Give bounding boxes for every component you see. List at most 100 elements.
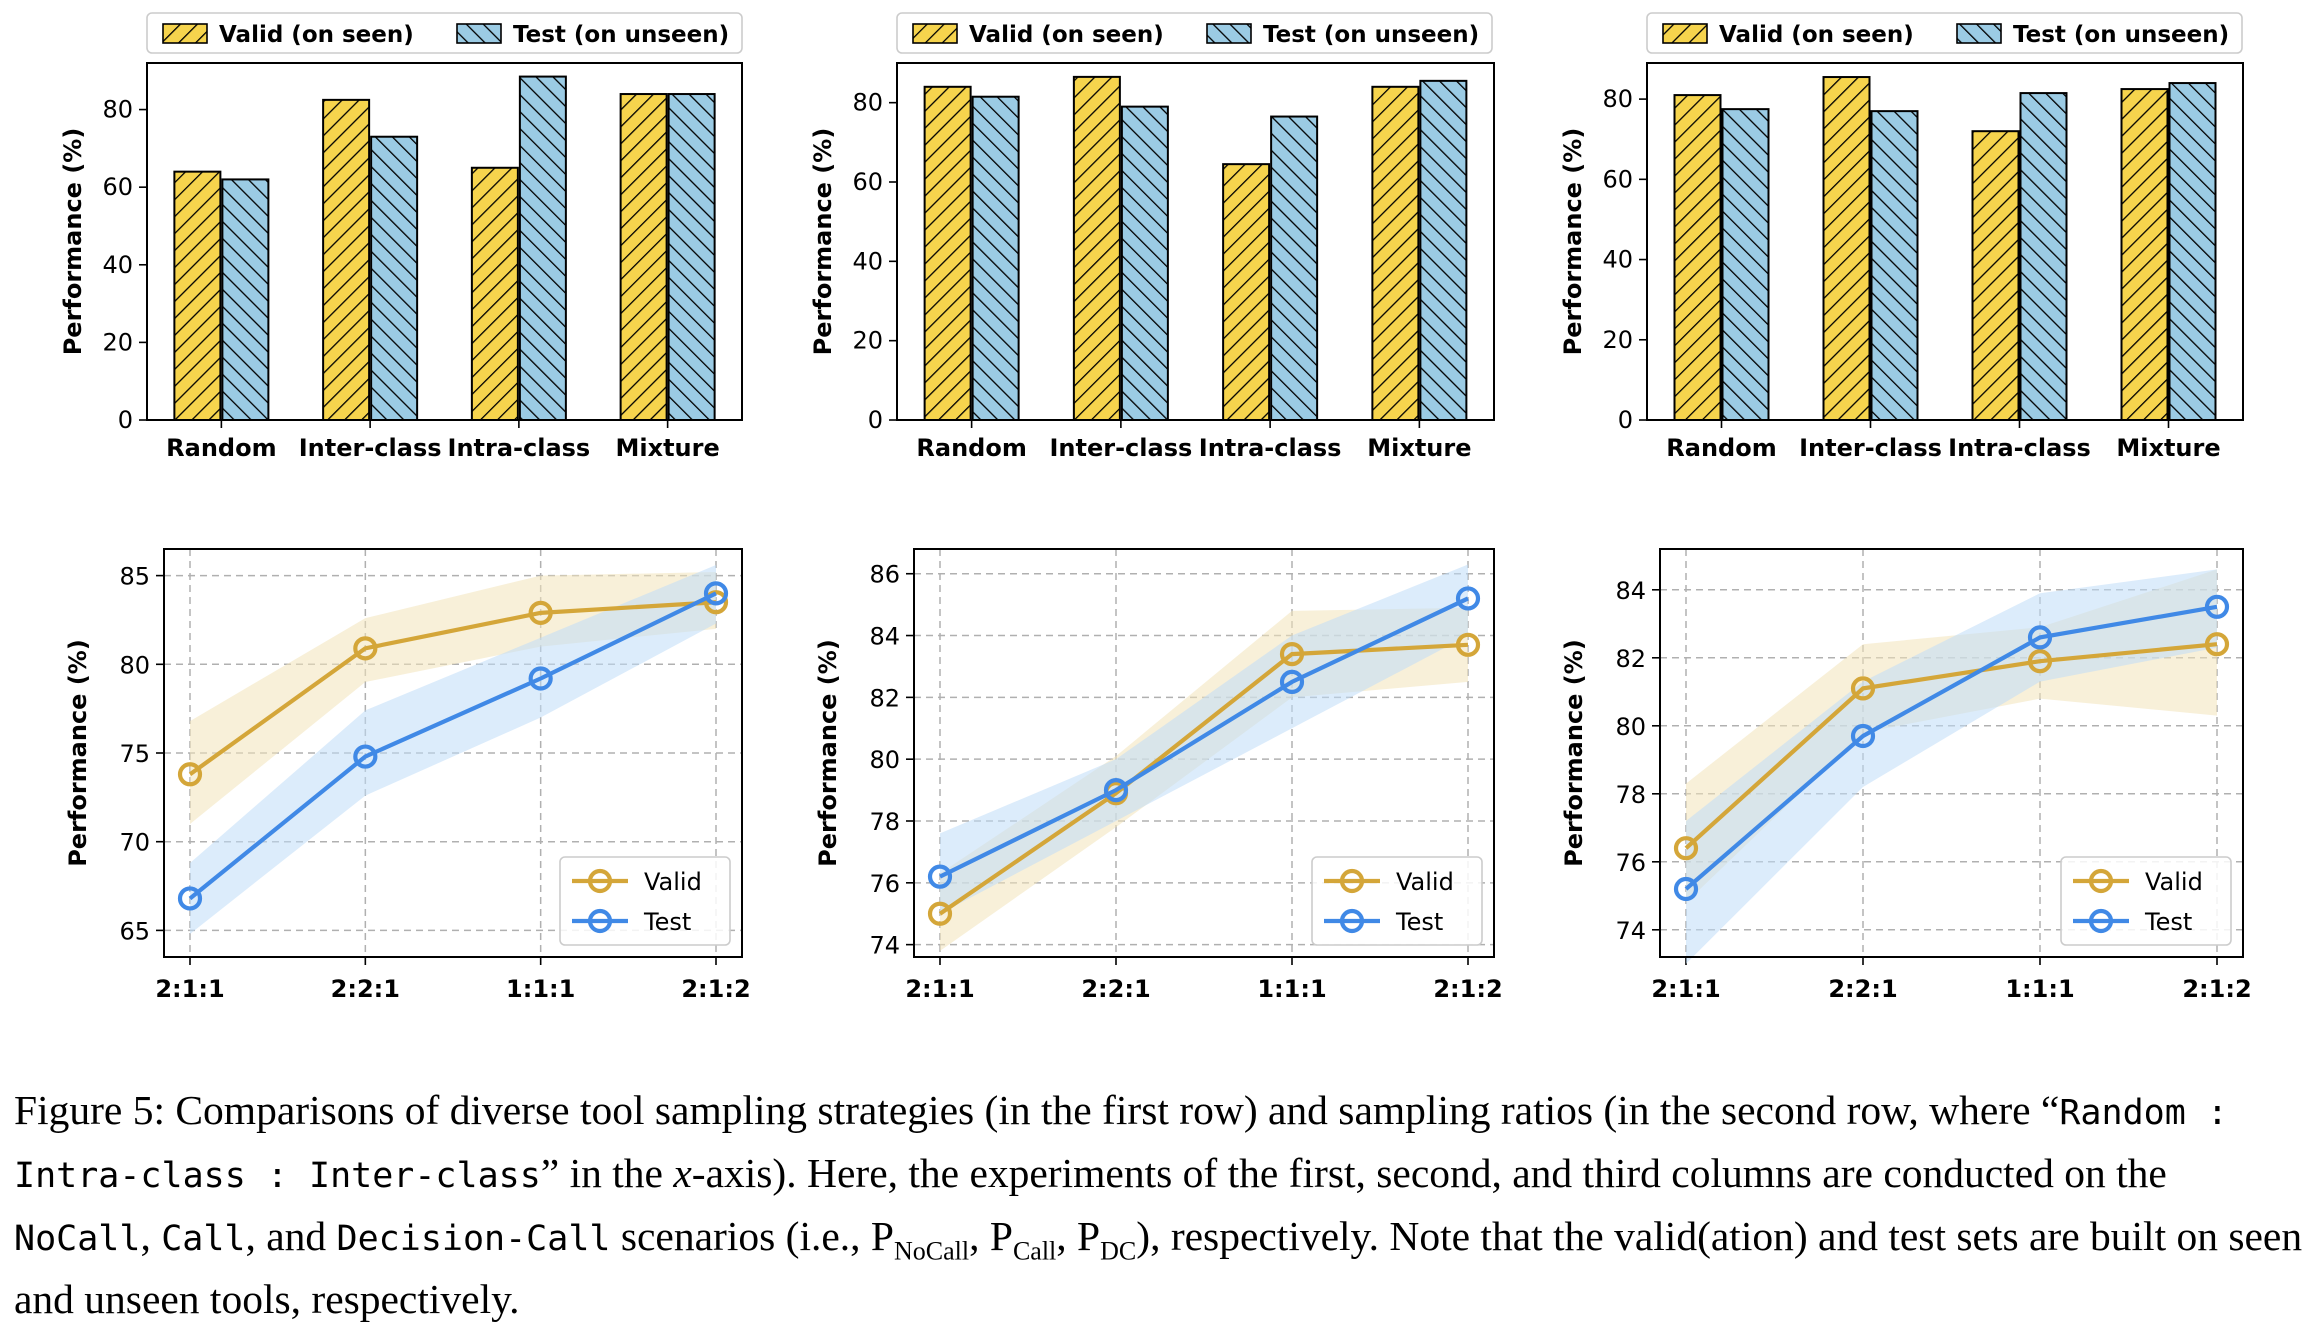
test-legend-swatch bbox=[456, 23, 502, 44]
y-tick-label: 65 bbox=[119, 917, 150, 945]
caption-x-variable: x bbox=[673, 1150, 692, 1196]
test-bar-random bbox=[1721, 108, 1770, 421]
test-series-line bbox=[939, 596, 1469, 879]
valid-bar-intra-class bbox=[470, 166, 519, 421]
test-legend-label: Test bbox=[1395, 908, 1443, 936]
valid-point bbox=[927, 901, 953, 926]
valid-bar-mixture bbox=[2120, 88, 2169, 422]
x-tick-label: 2:1:1 bbox=[1651, 975, 1720, 1003]
y-tick-label: 84 bbox=[869, 623, 900, 651]
plot-frame bbox=[163, 548, 743, 958]
bar-chart-1: 0 20 40 60 80 Random Inter-class Intra-class Mix… bbox=[59, 12, 743, 462]
y-tick-label: 80 bbox=[852, 89, 883, 117]
y-tick-label: 86 bbox=[869, 561, 900, 589]
y-tick-label: 82 bbox=[1615, 645, 1646, 673]
bar-chart-2: 0 20 40 60 80 Random Inter-class Intra-class Mix… bbox=[809, 12, 1495, 462]
test-bar-intra-class bbox=[518, 75, 567, 422]
caption-sub-call: Call bbox=[1012, 1236, 1057, 1266]
legend-box bbox=[896, 12, 1493, 54]
y-tick-label: 0 bbox=[118, 406, 133, 434]
y-tick-label: 40 bbox=[1602, 246, 1633, 274]
y-tick-label: 80 bbox=[869, 746, 900, 774]
test-legend-label: Test bbox=[643, 908, 691, 936]
caption-text-8: , P bbox=[1056, 1213, 1101, 1259]
y-tick-label: 70 bbox=[119, 829, 150, 857]
valid-series-line bbox=[1684, 642, 2218, 850]
line-chart-3: 74 76 78 80 82 84 2:1:1 2:2:1 1:1:1 2:1:2 Performa… bbox=[1560, 548, 2252, 1003]
legend-box bbox=[146, 12, 743, 54]
test-point bbox=[177, 886, 203, 911]
caption-text-7: , P bbox=[969, 1213, 1013, 1259]
y-tick-label: 20 bbox=[102, 328, 133, 356]
test-point bbox=[353, 744, 378, 769]
test-series-line bbox=[188, 591, 717, 901]
caption-text-1: Figure 5: Comparisons of diverse tool sa… bbox=[14, 1087, 2060, 1133]
valid-point bbox=[528, 600, 553, 625]
legend: Valid (on seen) Test (on unseen) bbox=[896, 12, 1493, 54]
caption-ratio-code: Random : Intra-class : Inter-class bbox=[14, 1093, 2228, 1196]
y-tick-label: 40 bbox=[102, 251, 133, 279]
x-tick-label: Inter-class bbox=[299, 434, 442, 462]
valid-point bbox=[1850, 676, 1876, 701]
caption-sub-nocall: NoCall bbox=[893, 1236, 970, 1266]
valid-bar-inter-class bbox=[1072, 75, 1121, 421]
valid-bar-random bbox=[173, 170, 222, 421]
test-point bbox=[703, 581, 729, 606]
valid-legend-label: Valid bbox=[1396, 868, 1454, 896]
x-tick-label: 2:1:2 bbox=[681, 975, 750, 1003]
valid-point bbox=[1455, 632, 1481, 657]
x-tick-label: Intra-class bbox=[1948, 434, 2091, 462]
legend: Valid Test bbox=[2060, 856, 2232, 946]
valid-legend-swatch bbox=[1662, 23, 1708, 44]
caption-text-3: -axis). Here, the experiments of the fir… bbox=[691, 1150, 2167, 1196]
caption-nocall-code: NoCall bbox=[14, 1219, 141, 1259]
valid-legend-label: Valid (on seen) bbox=[219, 22, 414, 48]
caption-decision-call-code: Decision-Call bbox=[336, 1219, 611, 1259]
caption-sub-dc: DC bbox=[1100, 1236, 1137, 1266]
plot-frame bbox=[913, 548, 1495, 958]
x-tick-label: Random bbox=[166, 434, 276, 462]
legend: Valid (on seen) Test (on unseen) bbox=[146, 12, 743, 54]
x-tick-label: Mixture bbox=[1367, 434, 1471, 462]
test-point bbox=[528, 666, 553, 691]
y-tick-label: 80 bbox=[1615, 713, 1646, 741]
legend: Valid (on seen) Test (on unseen) bbox=[1646, 12, 2243, 54]
test-bar-inter-class bbox=[1870, 110, 1919, 422]
x-tick-label: Random bbox=[916, 434, 1026, 462]
test-bar-random bbox=[221, 178, 270, 421]
x-tick-label: 1:1:1 bbox=[506, 975, 575, 1003]
valid-legend-swatch bbox=[912, 23, 958, 44]
x-tick-label: Random bbox=[1666, 434, 1776, 462]
test-bar-intra-class bbox=[2019, 92, 2068, 422]
test-legend-marker bbox=[1339, 908, 1365, 934]
x-tick-label: 2:1:1 bbox=[155, 975, 224, 1003]
test-legend-label: Test (on unseen) bbox=[1263, 22, 1479, 48]
x-tick-label: 2:1:2 bbox=[2182, 975, 2251, 1003]
line-chart-2: 74 76 78 80 82 84 86 2:1:1 2:2:1 1:1:1 2:1:2 Perfor… bbox=[814, 548, 1503, 1003]
test-confidence-band bbox=[1686, 569, 2217, 964]
caption-call-code: Call bbox=[161, 1219, 246, 1259]
x-tick-label: Inter-class bbox=[1049, 434, 1192, 462]
y-tick-label: 74 bbox=[1615, 917, 1646, 945]
valid-point bbox=[703, 590, 729, 615]
legend-box bbox=[1646, 12, 2243, 54]
test-point bbox=[2027, 625, 2053, 650]
figure-caption: Figure 5: Comparisons of diverse tool sa… bbox=[14, 1080, 2304, 1329]
valid-bar-mixture bbox=[1371, 85, 1420, 422]
y-tick-label: 80 bbox=[102, 96, 133, 124]
plot-frame bbox=[1659, 548, 2244, 958]
test-point bbox=[1103, 777, 1129, 803]
test-legend-label: Test (on unseen) bbox=[513, 22, 729, 48]
y-tick-label: 80 bbox=[119, 651, 150, 679]
x-tick-label: Inter-class bbox=[1799, 434, 1942, 462]
valid-point bbox=[2027, 649, 2053, 674]
test-bar-mixture bbox=[667, 93, 716, 421]
caption-text-5: , and bbox=[245, 1213, 337, 1259]
valid-legend-label: Valid bbox=[2145, 868, 2203, 896]
x-tick-label: 2:2:1 bbox=[1828, 975, 1897, 1003]
test-series-line bbox=[1684, 604, 2218, 891]
test-point bbox=[1455, 586, 1481, 611]
test-legend-label: Test (on unseen) bbox=[2013, 22, 2229, 48]
valid-legend-label: Valid bbox=[644, 868, 702, 896]
